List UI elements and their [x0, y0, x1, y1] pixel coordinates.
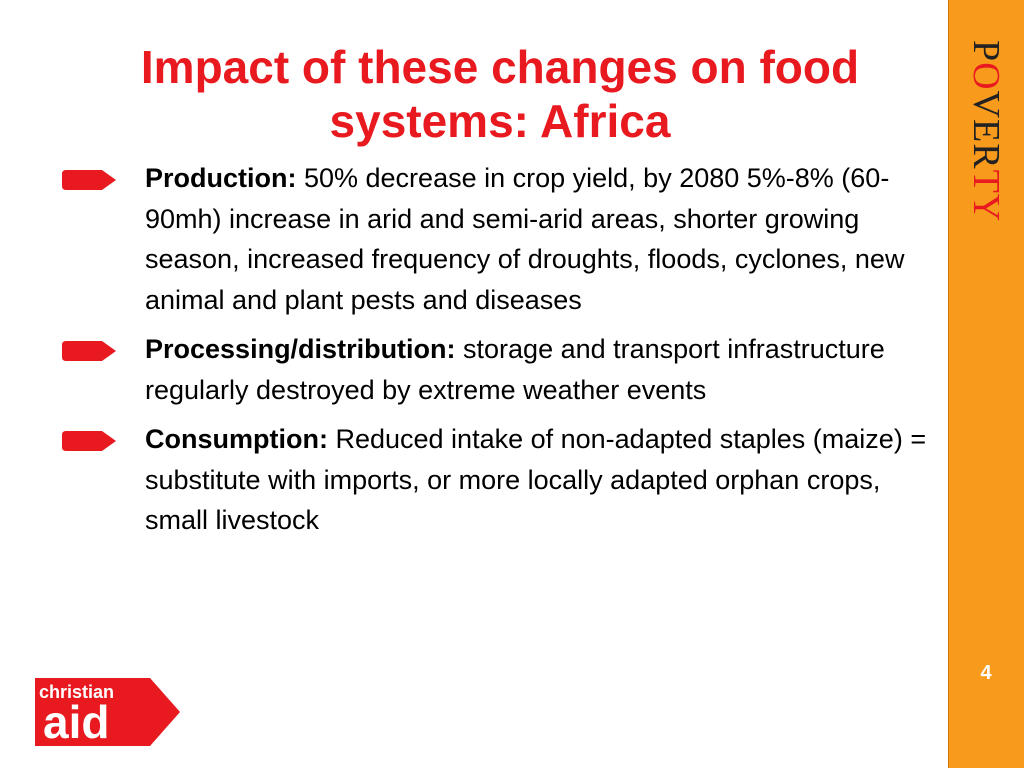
arrow-bullet-icon [62, 341, 116, 361]
sidebar-strip [948, 0, 1024, 768]
slide-title: Impact of these changes on food systems:… [140, 41, 860, 147]
arrow-bullet-icon [62, 170, 116, 190]
page-number: 4 [980, 662, 992, 684]
bullet-production: Production: 50% decrease in crop yield, … [0, 158, 940, 320]
bullet-heading: Consumption: [145, 424, 328, 454]
bullet-processing: Processing/distribution: storage and tra… [0, 329, 940, 410]
bullet-consumption: Consumption: Reduced intake of non-adapt… [0, 419, 940, 541]
logo-line1: christian [39, 682, 114, 702]
christian-aid-logo: christian aid [35, 678, 180, 746]
arrow-bullet-icon [62, 431, 116, 451]
logo-line2: aid [43, 696, 109, 746]
bullet-body: Reduced intake of non-adapted staples (m… [145, 424, 927, 535]
bullet-body: storage and transport infrastructure reg… [145, 334, 885, 405]
word-part: P [965, 40, 1007, 63]
bullet-body: 50% decrease in crop yield, by 2080 5%-8… [145, 163, 905, 315]
bullet-text: Production: 50% decrease in crop yield, … [145, 158, 940, 320]
bullet-heading: Production: [145, 163, 297, 193]
sidebar-vertical-word: POVERTY [963, 40, 1009, 222]
bullet-heading: Processing/distribution: [145, 334, 456, 364]
bullet-text: Processing/distribution: storage and tra… [145, 329, 940, 410]
bullet-list: Production: 50% decrease in crop yield, … [0, 158, 940, 550]
word-part-highlight: O [965, 62, 1007, 91]
bullet-text: Consumption: Reduced intake of non-adapt… [145, 419, 940, 541]
word-part-highlight: TY [965, 169, 1007, 223]
word-part: VER [965, 90, 1007, 170]
